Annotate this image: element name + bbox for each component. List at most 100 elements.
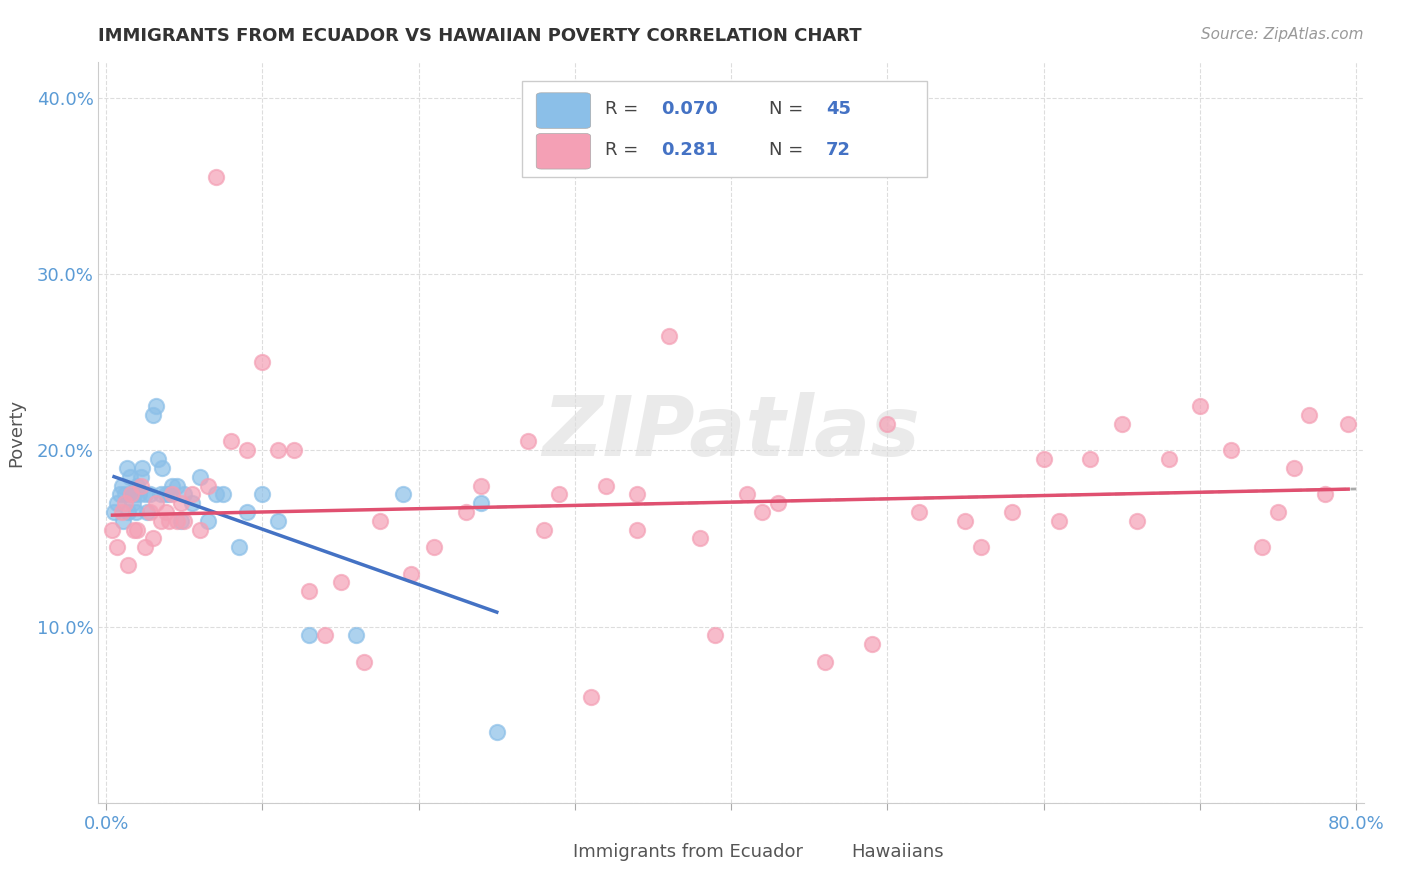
Point — [392, 487, 415, 501]
Point — [173, 487, 195, 501]
Point — [751, 505, 773, 519]
Point — [110, 487, 132, 501]
Point — [149, 487, 172, 501]
Point — [114, 496, 136, 510]
Point — [368, 514, 391, 528]
Point — [127, 478, 149, 492]
Point — [626, 487, 648, 501]
Point — [170, 514, 193, 528]
Point — [128, 487, 150, 501]
Point — [860, 637, 883, 651]
Point — [658, 328, 681, 343]
Point — [142, 408, 165, 422]
Point — [152, 461, 174, 475]
Point — [188, 523, 211, 537]
Point — [298, 584, 321, 599]
Point — [298, 628, 321, 642]
Point — [1298, 408, 1320, 422]
Point — [129, 469, 152, 483]
Point — [228, 540, 250, 554]
Point — [112, 514, 135, 528]
Point — [454, 505, 477, 519]
Point — [155, 505, 177, 519]
Point — [129, 478, 152, 492]
Point — [131, 461, 153, 475]
Point — [105, 496, 128, 510]
Point — [139, 487, 162, 501]
Point — [814, 655, 837, 669]
Point — [135, 505, 157, 519]
Point — [111, 478, 134, 492]
Point — [149, 514, 172, 528]
Point — [548, 487, 571, 501]
Point — [103, 505, 125, 519]
Point — [125, 505, 148, 519]
Point — [283, 443, 305, 458]
Point — [117, 558, 139, 572]
Point — [1267, 505, 1289, 519]
Point — [1001, 505, 1024, 519]
Text: 0.070: 0.070 — [661, 100, 718, 118]
Point — [595, 478, 617, 492]
Point — [626, 523, 648, 537]
Point — [204, 487, 226, 501]
Point — [1220, 443, 1243, 458]
Point — [204, 169, 226, 184]
Text: N =: N = — [769, 141, 808, 159]
Text: Hawaiians: Hawaiians — [851, 843, 943, 861]
Text: N =: N = — [769, 100, 808, 118]
Point — [1188, 399, 1211, 413]
Point — [181, 496, 204, 510]
Point — [118, 469, 141, 483]
Point — [735, 487, 758, 501]
Text: ZIPatlas: ZIPatlas — [543, 392, 920, 473]
Point — [114, 487, 136, 501]
Text: IMMIGRANTS FROM ECUADOR VS HAWAIIAN POVERTY CORRELATION CHART: IMMIGRANTS FROM ECUADOR VS HAWAIIAN POVE… — [98, 27, 862, 45]
Point — [181, 487, 204, 501]
Text: R =: R = — [605, 100, 644, 118]
Point — [252, 487, 274, 501]
Point — [142, 532, 165, 546]
Y-axis label: Poverty: Poverty — [7, 399, 25, 467]
Point — [353, 655, 375, 669]
Point — [1111, 417, 1133, 431]
Point — [1337, 417, 1360, 431]
Point — [160, 487, 183, 501]
Point — [876, 417, 898, 431]
Point — [329, 575, 352, 590]
Point — [166, 478, 188, 492]
Point — [907, 505, 929, 519]
Point — [121, 496, 143, 510]
Point — [485, 725, 508, 739]
Point — [970, 540, 993, 554]
Point — [160, 478, 183, 492]
Point — [212, 487, 235, 501]
Point — [120, 487, 142, 501]
Point — [134, 540, 156, 554]
Point — [314, 628, 336, 642]
Point — [139, 505, 162, 519]
Point — [105, 540, 128, 554]
Point — [145, 496, 167, 510]
Point — [517, 434, 540, 449]
Point — [1126, 514, 1149, 528]
Point — [267, 443, 290, 458]
Point — [197, 514, 219, 528]
FancyBboxPatch shape — [536, 134, 591, 169]
Point — [117, 505, 139, 519]
Text: Source: ZipAtlas.com: Source: ZipAtlas.com — [1201, 27, 1364, 42]
Point — [134, 487, 156, 501]
Point — [120, 487, 142, 501]
Point — [236, 505, 259, 519]
Point — [344, 628, 367, 642]
Text: Immigrants from Ecuador: Immigrants from Ecuador — [574, 843, 803, 861]
Point — [101, 523, 124, 537]
Point — [124, 523, 146, 537]
Point — [689, 532, 711, 546]
Point — [157, 514, 180, 528]
FancyBboxPatch shape — [524, 839, 564, 866]
FancyBboxPatch shape — [523, 81, 928, 178]
Point — [533, 523, 555, 537]
Point — [1080, 452, 1102, 467]
Point — [170, 496, 193, 510]
